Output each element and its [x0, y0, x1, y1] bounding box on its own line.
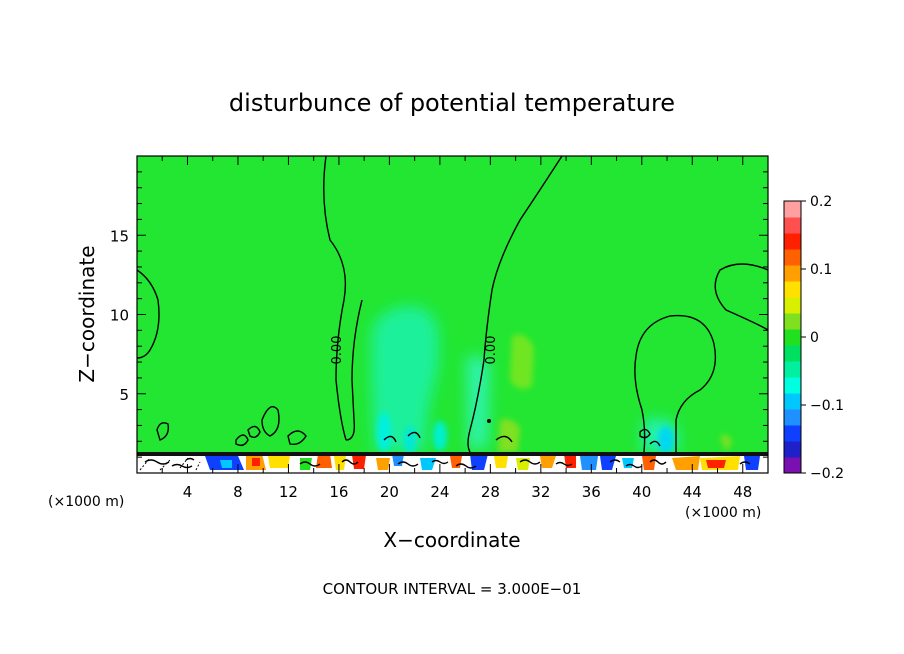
colorbar-swatch [784, 313, 801, 330]
contour-dot [487, 419, 491, 423]
x-tick-label: 16 [329, 483, 348, 501]
colorbar-swatch [784, 233, 801, 250]
x-tick-label: 32 [531, 483, 550, 501]
surface-layer [137, 452, 768, 473]
x-tick-label: 24 [430, 483, 449, 501]
x-axis-label: X−coordinate [383, 528, 520, 552]
colorbar-swatch [784, 393, 801, 410]
x-tick-label: 36 [582, 483, 601, 501]
x-tick-label: 48 [733, 483, 752, 501]
colorbar-swatch [784, 361, 801, 378]
x-axis: 4 8 12 16 20 24 28 32 36 40 44 48 [161, 156, 769, 501]
x-tick-label: 8 [233, 483, 243, 501]
colorbar-tick-label: 0 [810, 330, 819, 346]
y-axis: 5 10 15 [110, 171, 768, 458]
colorbar-tick-label: −0.2 [810, 466, 844, 482]
contour-label: 0.00 [484, 336, 499, 365]
colorbar-swatch [784, 425, 801, 442]
x-tick-label: 40 [632, 483, 651, 501]
plot-area: 0.00 0.00 [137, 156, 768, 473]
chart-title: disturbunce of potential temperature [229, 89, 675, 117]
y-tick-label: 15 [110, 227, 129, 245]
colorbar-tick-label: 0.2 [810, 194, 832, 210]
colorbar-swatch [784, 377, 801, 394]
x-tick-label: 28 [481, 483, 500, 501]
y-tick-label: 10 [110, 307, 129, 325]
contour-label: 0.00 [330, 336, 345, 365]
x-unit-right: (×1000 m) [685, 505, 761, 521]
colorbar-swatch [784, 457, 801, 474]
colorbar-swatch [784, 297, 801, 314]
colorbar-swatch [784, 217, 801, 234]
colorbar-tick-label: 0.1 [810, 262, 832, 278]
x-unit-left: (×1000 m) [48, 494, 124, 510]
x-tick-label: 12 [279, 483, 298, 501]
colorbar-tick-label: −0.1 [810, 398, 844, 414]
positive-anomaly-regions [498, 334, 732, 452]
colorbar-swatch [784, 249, 801, 266]
colorbar-swatch [784, 409, 801, 426]
colorbar-swatch [784, 281, 801, 298]
colorbar: 0.2 0.1 0 −0.1 −0.2 [783, 194, 844, 482]
x-tick-label: 4 [183, 483, 193, 501]
y-tick-label: 5 [119, 386, 129, 404]
x-tick-label: 44 [683, 483, 702, 501]
contour-label-group: 0.00 0.00 [330, 336, 499, 365]
colorbar-swatch [784, 265, 801, 282]
negative-anomaly-regions [371, 305, 678, 452]
colorbar-swatch [784, 345, 801, 362]
colorbar-swatch [784, 329, 801, 346]
y-axis-label: Z−coordinate [75, 245, 99, 382]
x-tick-label: 20 [380, 483, 399, 501]
colorbar-swatch [784, 201, 801, 218]
contour-interval-note: CONTOUR INTERVAL = 3.000E−01 [323, 580, 582, 598]
colorbar-swatch [784, 441, 801, 458]
contour-lines [137, 156, 768, 453]
